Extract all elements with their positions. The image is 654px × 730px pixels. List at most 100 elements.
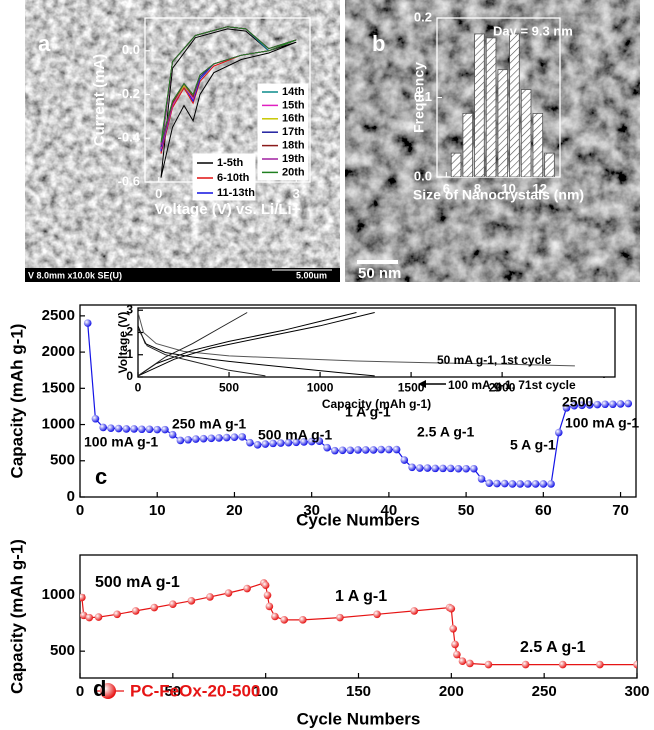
data-point xyxy=(323,444,331,452)
legend-label: 16th xyxy=(282,113,305,125)
data-point xyxy=(540,480,548,488)
data-point xyxy=(466,660,474,668)
data-point xyxy=(424,464,432,472)
y-tick-label: -0.2 xyxy=(118,86,140,101)
annotation: 5.00um xyxy=(296,270,327,280)
data-point xyxy=(266,603,274,611)
y-tick-label: 2000 xyxy=(42,343,75,360)
data-point xyxy=(393,446,401,454)
data-point xyxy=(280,616,288,624)
annotation: 2.5 A g-1 xyxy=(417,424,475,440)
data-point xyxy=(336,614,344,622)
data-point xyxy=(346,446,354,454)
legend-label: 14th xyxy=(282,86,305,98)
legend-label: 1-5th xyxy=(217,157,244,169)
legend-label: 6-10th xyxy=(217,172,250,184)
x-axis-label: Cycle Numbers xyxy=(297,709,421,728)
data-point xyxy=(370,446,378,454)
data-point xyxy=(532,480,540,488)
data-point xyxy=(524,480,532,488)
histogram-bar xyxy=(498,70,508,177)
x-tick-label: 70 xyxy=(612,502,629,519)
legend-label: 18th xyxy=(282,140,305,152)
x-tick-label: 150 xyxy=(346,683,371,700)
annotation: d xyxy=(93,676,106,701)
data-point xyxy=(243,585,251,593)
x-tick-label: 300 xyxy=(624,683,649,700)
legend-label: 15th xyxy=(282,99,305,111)
x-tick-label: 3 xyxy=(293,186,300,201)
y-tick-label: 0.0 xyxy=(122,42,140,57)
data-point xyxy=(449,625,457,633)
y-tick-label: 1500 xyxy=(42,379,75,396)
data-point xyxy=(177,437,185,445)
data-point xyxy=(339,446,347,454)
annotation: b xyxy=(372,31,385,56)
annotation: 5 A g-1 xyxy=(510,437,556,453)
annotation: 250 mA g-1 xyxy=(172,416,246,432)
histogram-bar xyxy=(545,153,555,177)
data-point xyxy=(78,594,86,602)
x-tick-label: 50 xyxy=(458,502,475,519)
data-point xyxy=(225,589,233,597)
data-point xyxy=(453,651,461,659)
x-tick-label: 200 xyxy=(439,683,464,700)
x-tick-label: 0 xyxy=(76,683,84,700)
data-point xyxy=(146,425,154,433)
data-point xyxy=(547,480,555,488)
data-point xyxy=(408,463,416,471)
data-point xyxy=(377,446,385,454)
data-point xyxy=(459,657,467,665)
data-point xyxy=(299,616,307,624)
y-tick-label: 0.2 xyxy=(414,9,432,24)
data-point xyxy=(601,400,609,408)
histogram-bar xyxy=(510,34,520,177)
data-point xyxy=(169,431,177,439)
x-tick-label: 1500 xyxy=(398,381,425,395)
y-tick-label: 1000 xyxy=(42,416,75,433)
x-tick-label: 0 xyxy=(155,186,162,201)
data-point xyxy=(192,435,200,443)
data-point xyxy=(264,591,272,599)
histogram-bar xyxy=(451,153,461,177)
annotation: Dav = 9.3 nm xyxy=(493,23,573,38)
data-point xyxy=(184,436,192,444)
y-tick-label: 2500 xyxy=(42,307,75,324)
data-point xyxy=(92,415,100,423)
data-point xyxy=(362,446,370,454)
data-point xyxy=(130,425,138,433)
data-point xyxy=(132,607,140,615)
x-axis-label: Size of Nanocrystals (nm) xyxy=(413,187,584,203)
x-tick-label: 20 xyxy=(226,502,243,519)
legend-label: 19th xyxy=(282,153,305,165)
x-axis-label: Voltage (V) vs. Li/Li+ xyxy=(154,201,300,218)
data-point xyxy=(200,435,208,443)
x-tick-label: 500 xyxy=(219,381,239,395)
annotation: 500 mA g-1 xyxy=(258,427,332,443)
y-axis-label: Capacity (mAh g-1) xyxy=(7,539,26,694)
data-point xyxy=(231,433,239,441)
data-point xyxy=(485,479,493,487)
annotation: 2500 xyxy=(562,394,593,410)
data-point xyxy=(485,661,493,669)
data-point xyxy=(354,446,362,454)
data-point xyxy=(206,593,214,601)
data-point xyxy=(271,613,279,621)
histogram-bar xyxy=(475,34,485,177)
y-tick-label: 0.0 xyxy=(414,168,432,183)
data-point xyxy=(416,464,424,472)
data-point xyxy=(501,480,509,488)
y-tick-label: -0.6 xyxy=(118,173,140,188)
legend-label: 11-13th xyxy=(217,187,255,199)
data-point xyxy=(448,605,456,613)
data-point xyxy=(107,424,115,432)
data-point xyxy=(455,465,463,473)
data-point xyxy=(509,480,517,488)
x-tick-label: 1000 xyxy=(307,381,334,395)
data-point xyxy=(150,604,158,612)
annotation: V 8.0mm x10.0k SE(U) xyxy=(28,270,122,280)
data-point xyxy=(95,613,103,621)
data-point xyxy=(624,400,632,408)
